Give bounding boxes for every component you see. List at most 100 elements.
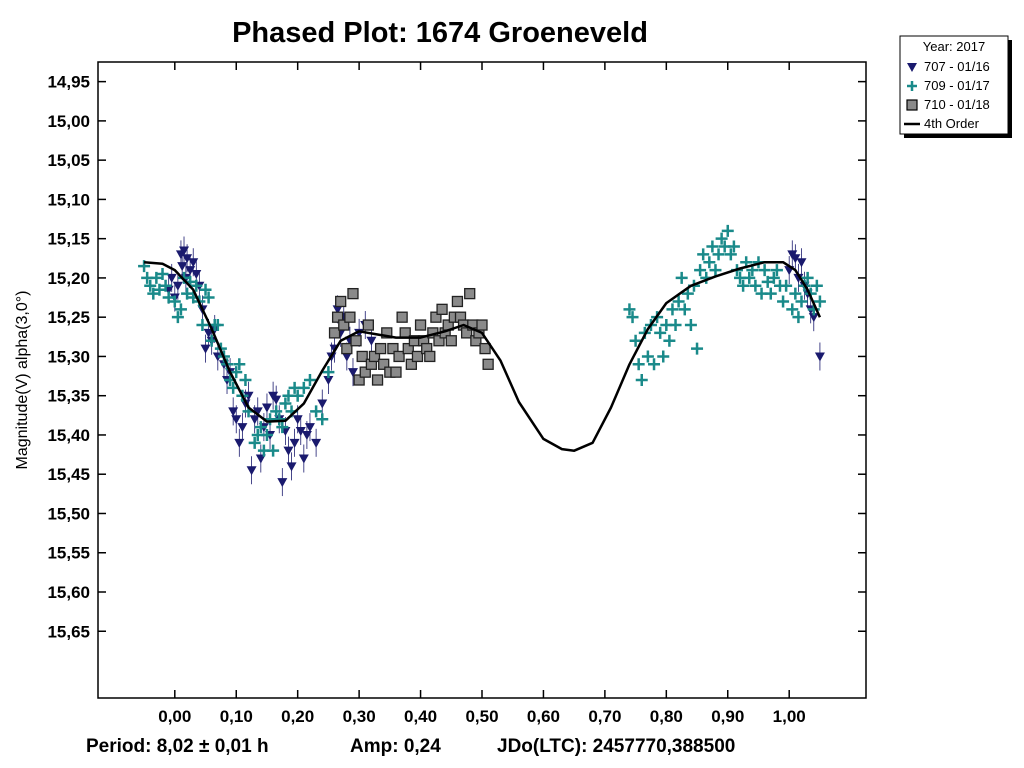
y-tick-label: 15,45 [47,465,90,484]
data-point-707 [191,270,202,279]
data-point-707 [332,305,343,315]
data-point-709 [260,428,273,441]
data-point-710 [479,342,491,355]
data-point-709 [715,232,728,245]
data-point-709 [178,271,191,284]
data-point-707 [246,466,257,476]
data-point-709 [273,413,286,426]
data-point-709 [254,421,267,434]
data-point-709 [694,264,707,277]
legend-square-icon [906,99,918,111]
y-tick-label: 15,35 [47,387,90,406]
data-point-710 [405,358,417,370]
data-point-710 [341,342,353,355]
data-point-709 [150,271,163,284]
data-point-709 [703,256,716,269]
amplitude-text: Amp: 0,24 [350,736,441,757]
y-tick-label: 15,15 [47,230,90,249]
data-point-709 [303,374,316,386]
data-point-709 [248,436,261,449]
data-point-707 [289,438,300,448]
data-point-707 [237,423,248,433]
data-point-709 [786,303,799,316]
data-point-709 [181,287,194,300]
y-tick-label: 15,30 [47,347,90,366]
data-point-710 [393,350,405,363]
legend-entry-fit: 4th Order [924,116,980,131]
x-tick-label: 0,10 [220,707,253,726]
data-point-709 [626,311,639,324]
data-point-709 [801,271,814,284]
plot-area [97,61,867,699]
y-tick-label: 15,05 [47,151,90,170]
data-point-709 [684,319,697,332]
legend-entry-707: 707 - 01/16 [924,59,990,74]
data-point-707 [177,262,188,272]
data-point-709 [629,334,642,347]
x-tick-label: 0,00 [158,707,191,726]
data-point-709 [749,279,762,292]
data-point-709 [279,397,292,410]
x-tick-label: 0,40 [404,707,437,726]
data-point-707 [172,281,183,291]
y-axis-ticks: 14,95 15,00 15,05 15,10 15,15 15,20 15,25 15,30… [47,73,866,641]
data-point-710 [387,342,399,355]
data-point-710 [451,295,464,308]
y-tick-label: 15,00 [47,112,90,131]
x-tick-label: 0,50 [465,707,498,726]
data-point-710 [464,287,476,300]
data-point-709 [727,240,740,253]
data-point-707 [808,313,819,323]
data-point-709 [712,248,725,261]
data-point-709 [233,358,246,371]
data-point-709 [147,287,160,300]
data-point-709 [758,264,771,277]
data-point-709 [737,279,750,292]
series-709 [138,224,826,457]
legend-triangle-icon [907,63,917,72]
data-point-710 [368,350,381,363]
data-point-707 [292,415,303,425]
data-point-709 [297,381,310,394]
data-point-707 [366,336,377,346]
data-point-710 [482,358,494,370]
data-point-709 [666,303,679,316]
y-tick-label: 15,65 [47,622,90,641]
data-point-709 [697,248,710,261]
data-point-709 [648,358,661,371]
data-point-709 [672,295,685,308]
data-point-707 [341,352,352,362]
data-point-709 [199,283,212,296]
y-tick-label: 15,25 [47,308,90,327]
data-point-709 [196,319,209,332]
data-point-709 [813,295,826,308]
data-point-707 [188,258,199,268]
data-point-709 [267,444,280,457]
data-point-707 [255,454,266,464]
series-710 [328,287,494,386]
data-point-709 [795,295,808,308]
data-point-710 [328,327,341,339]
data-point-710 [436,303,448,315]
data-point-710 [396,311,408,323]
data-point-710 [378,358,390,370]
data-point-710 [371,374,384,386]
data-point-709 [767,271,780,284]
y-tick-label: 15,40 [47,426,90,445]
y-tick-label: 15,60 [47,583,90,602]
y-axis-label: Magnitude(V) alpha(3,0°) [14,291,31,470]
data-point-709 [678,303,691,316]
y-tick-label: 15,50 [47,504,90,523]
data-point-710 [374,342,387,355]
data-point-710 [344,311,356,323]
legend-entry-709: 709 - 01/17 [924,78,990,93]
data-point-710 [460,327,473,339]
data-point-707 [790,254,801,264]
data-point-709 [211,319,224,332]
data-point-707 [249,415,260,425]
data-point-709 [675,271,688,284]
data-point-709 [159,279,172,292]
data-point-709 [810,279,823,292]
data-point-707 [317,399,328,409]
legend-plus-icon [907,81,917,91]
